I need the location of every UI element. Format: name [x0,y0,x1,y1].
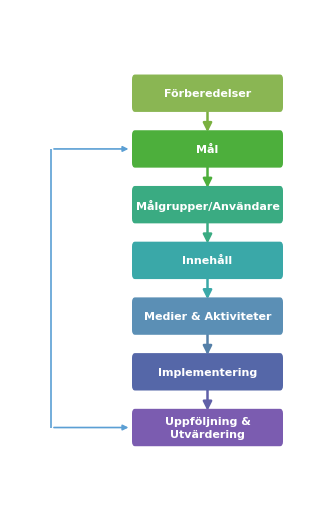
FancyBboxPatch shape [132,131,283,168]
Text: Förberedelser: Förberedelser [164,89,251,99]
Text: Medier & Aktiviteter: Medier & Aktiviteter [144,312,271,322]
FancyBboxPatch shape [132,186,283,224]
FancyBboxPatch shape [132,298,283,335]
Text: Innehåll: Innehåll [182,256,233,266]
FancyBboxPatch shape [132,409,283,446]
Text: Implementering: Implementering [158,367,257,377]
Text: Målgrupper/Användare: Målgrupper/Användare [135,199,279,211]
FancyBboxPatch shape [132,75,283,113]
Text: Mål: Mål [196,144,219,155]
FancyBboxPatch shape [132,354,283,391]
Text: Uppföljning &
Utvärdering: Uppföljning & Utvärdering [165,417,251,439]
FancyBboxPatch shape [132,242,283,280]
